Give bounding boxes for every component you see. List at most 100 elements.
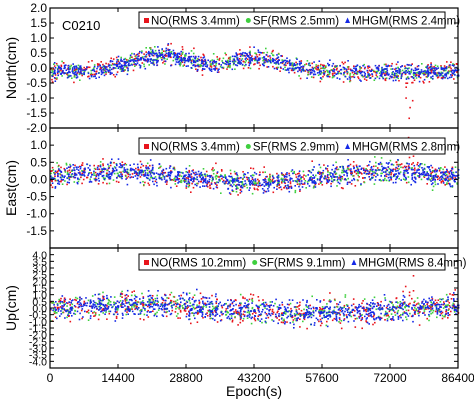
point-sf — [231, 177, 233, 179]
point-no — [229, 193, 232, 195]
point-no — [348, 307, 350, 309]
point-no — [192, 169, 194, 171]
point-mhgm — [170, 52, 172, 55]
point-sf — [108, 68, 111, 71]
point-mhgm — [296, 312, 299, 314]
point-sf — [332, 180, 334, 183]
point-no — [175, 305, 177, 308]
point-mhgm — [161, 178, 163, 181]
point-no — [165, 183, 168, 185]
point-mhgm — [374, 179, 377, 181]
point-sf — [98, 314, 101, 316]
point-sf — [280, 177, 283, 180]
point-mhgm — [342, 66, 345, 69]
point-sf — [317, 74, 320, 76]
point-mhgm — [186, 59, 188, 62]
point-mhgm — [300, 182, 303, 185]
point-mhgm — [183, 57, 185, 59]
point-no — [51, 78, 53, 81]
point-mhgm — [299, 62, 301, 65]
point-mhgm — [432, 71, 435, 74]
point-sf — [130, 308, 132, 310]
point-no — [74, 164, 76, 167]
point-sf — [434, 64, 437, 67]
point-mhgm — [330, 172, 332, 174]
point-mhgm — [110, 173, 113, 175]
point-sf — [117, 307, 119, 310]
point-mhgm — [312, 67, 314, 70]
point-mhgm — [431, 304, 434, 306]
point-no — [318, 173, 321, 175]
point-mhgm — [162, 168, 165, 171]
point-mhgm — [363, 172, 365, 174]
point-mhgm — [72, 72, 74, 74]
point-no — [163, 50, 165, 52]
point-no — [124, 308, 127, 311]
point-sf — [65, 309, 68, 311]
point-no — [426, 303, 428, 306]
point-mhgm — [276, 188, 278, 190]
point-no — [161, 57, 163, 59]
point-mhgm — [272, 181, 274, 184]
point-no — [202, 316, 204, 319]
point-mhgm — [249, 61, 252, 64]
y-tick-label: 2.0 — [30, 1, 47, 15]
point-no — [304, 70, 307, 72]
point-mhgm — [130, 167, 132, 170]
point-mhgm — [277, 174, 280, 177]
point-no — [152, 298, 154, 301]
point-no — [222, 179, 225, 182]
point-mhgm — [94, 304, 96, 306]
point-no — [240, 54, 243, 56]
point-sf — [76, 297, 79, 300]
point-mhgm — [122, 303, 125, 305]
point-mhgm — [381, 66, 383, 69]
point-sf — [381, 68, 383, 70]
point-no — [300, 309, 303, 312]
point-mhgm — [202, 178, 205, 180]
point-mhgm — [116, 65, 118, 67]
point-sf — [241, 181, 243, 184]
point-no — [100, 61, 102, 63]
point-mhgm — [339, 306, 342, 309]
point-no — [333, 298, 336, 301]
point-sf — [255, 182, 257, 185]
point-mhgm — [442, 75, 445, 77]
point-mhgm — [257, 58, 260, 61]
point-sf — [129, 56, 132, 58]
point-sf — [66, 173, 69, 175]
point-mhgm — [344, 75, 346, 78]
point-mhgm — [155, 59, 158, 62]
point-mhgm — [290, 186, 293, 189]
point-sf — [241, 58, 244, 60]
point-sf — [312, 187, 315, 189]
point-mhgm — [418, 172, 420, 174]
point-no — [320, 308, 322, 310]
point-mhgm — [310, 313, 312, 316]
point-sf — [283, 311, 286, 313]
point-no — [276, 172, 278, 175]
point-mhgm — [83, 175, 86, 177]
point-sf — [397, 67, 399, 69]
point-mhgm — [374, 172, 376, 174]
point-mhgm — [116, 164, 118, 167]
point-sf — [388, 316, 390, 318]
point-sf — [185, 180, 187, 182]
point-no — [249, 53, 251, 55]
point-mhgm — [231, 68, 234, 71]
point-sf — [391, 72, 393, 74]
point-sf — [437, 71, 439, 74]
point-mhgm — [235, 185, 237, 187]
point-mhgm — [111, 167, 114, 170]
point-mhgm — [417, 68, 420, 70]
legend-marker-mhgm — [345, 17, 351, 23]
point-mhgm — [351, 179, 353, 182]
point-mhgm — [180, 59, 183, 61]
point-no — [272, 49, 274, 52]
point-mhgm — [189, 312, 191, 315]
point-mhgm — [72, 176, 75, 178]
point-mhgm — [437, 67, 440, 69]
point-sf — [174, 183, 177, 185]
point-mhgm — [379, 161, 382, 164]
point-mhgm — [120, 67, 122, 69]
